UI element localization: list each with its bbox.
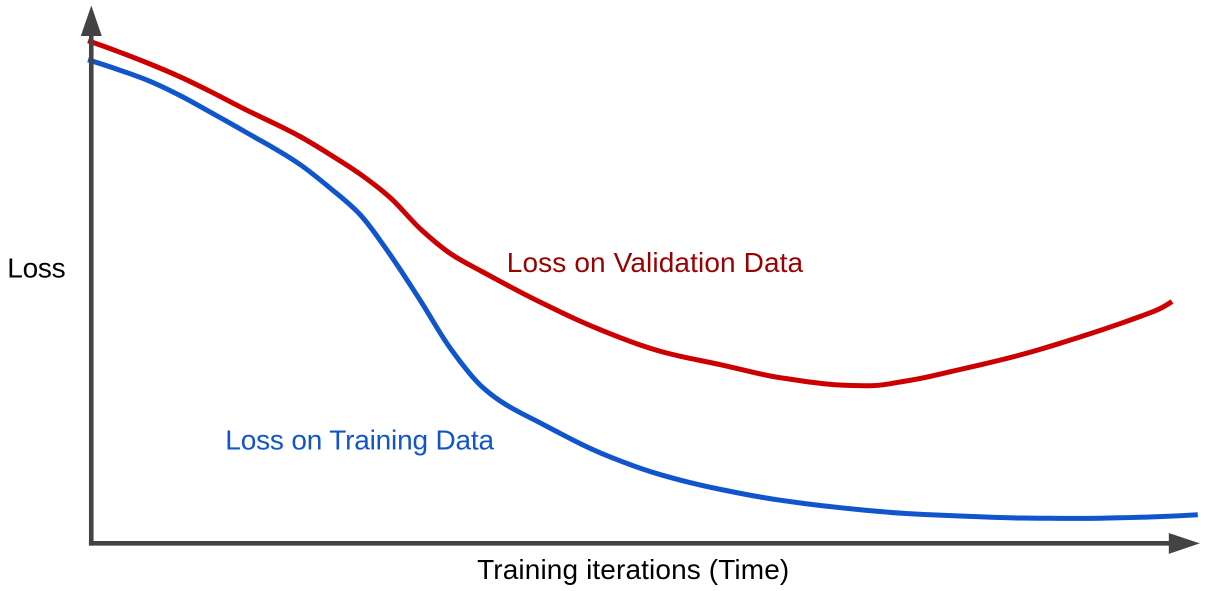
svg-text:Loss on Validation Data: Loss on Validation Data (507, 247, 804, 278)
svg-text:Loss: Loss (7, 253, 65, 284)
svg-text:Training iterations (Time): Training iterations (Time) (477, 554, 789, 585)
svg-text:Loss on Training Data: Loss on Training Data (225, 424, 494, 455)
